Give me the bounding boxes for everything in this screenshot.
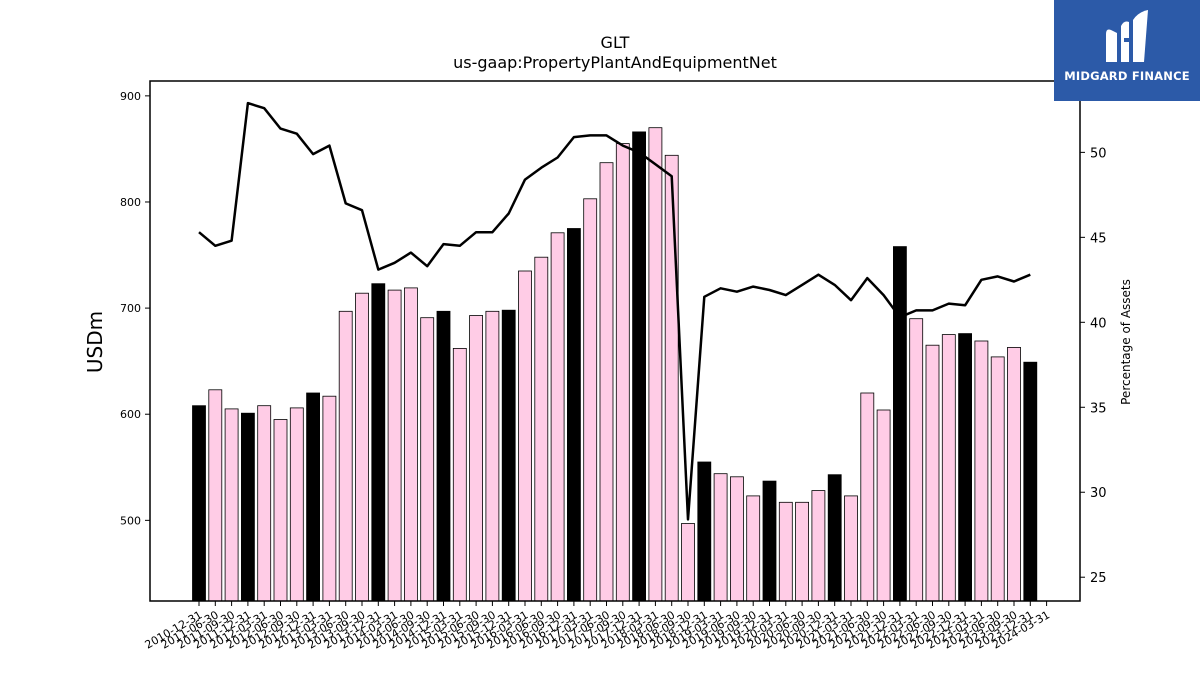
bar-2019-12-31	[778, 501, 793, 602]
bar-2010-12-31	[192, 405, 206, 602]
ticks: 5006007008009002530354045502010-12-31201…	[120, 90, 1107, 652]
bar-2011-12-31	[257, 405, 272, 602]
bar-2018-12-31	[713, 473, 728, 602]
bar-2014-03-31	[403, 287, 418, 602]
bar-2021-06-30	[876, 409, 891, 602]
bar-2020-06-30	[811, 490, 826, 602]
bar-2014-12-31	[452, 347, 467, 602]
y2-tick-label: 30	[1090, 486, 1107, 501]
bar-2019-06-30	[746, 495, 761, 602]
bar-2019-03-31	[730, 476, 744, 602]
chart-title: GLT	[600, 33, 630, 52]
bar-2013-03-31	[338, 310, 353, 602]
bar-2013-09-30	[371, 283, 386, 602]
y-tick-label: 600	[120, 408, 141, 421]
bar-2022-09-30	[958, 333, 972, 602]
bar-2015-03-31	[469, 315, 484, 602]
bar-2021-03-31	[860, 392, 875, 602]
bar-2017-03-31	[599, 162, 614, 602]
y2-tick-label: 25	[1090, 571, 1107, 586]
bar-2015-06-30	[485, 310, 500, 602]
bar-2016-06-30	[550, 232, 565, 602]
bar-2012-06-30	[289, 407, 304, 602]
bar-2011-06-30	[224, 408, 239, 602]
axes	[149, 80, 1081, 602]
bar-2022-06-30	[941, 334, 956, 602]
bar-2023-09-30	[1023, 361, 1038, 602]
plot-frame	[149, 80, 1081, 602]
line-series	[198, 101, 1031, 521]
bar-2011-03-31	[208, 389, 223, 602]
bar-2013-06-30	[355, 292, 369, 602]
y2-tick-label: 35	[1090, 401, 1107, 416]
y-tick-label: 900	[120, 90, 141, 103]
bar-2020-12-31	[844, 495, 858, 602]
y2-tick-label: 50	[1090, 146, 1107, 161]
y-tick-label: 700	[120, 302, 141, 315]
bar-series	[192, 127, 1038, 602]
bar-2018-06-30	[681, 523, 695, 602]
bar-2017-06-30	[615, 143, 630, 602]
bar-2020-03-31	[795, 501, 809, 602]
bar-2015-09-30	[501, 309, 516, 602]
bar-2015-12-31	[518, 270, 532, 602]
y2-tick-label: 45	[1090, 231, 1107, 246]
bar-2021-12-31	[909, 318, 924, 602]
bar-2014-06-30	[420, 317, 435, 602]
bar-2012-09-30	[306, 392, 321, 602]
bar-2017-09-30	[632, 131, 646, 602]
bar-2018-09-30	[697, 461, 712, 602]
chart-subtitle: us-gaap:PropertyPlantAndEquipmentNet	[453, 53, 777, 72]
bar-2022-03-31	[925, 344, 940, 602]
bar-2023-03-31	[990, 356, 1005, 602]
bar-2018-03-31	[664, 154, 679, 602]
bar-2019-09-30	[762, 480, 777, 602]
bar-2011-09-30	[240, 412, 255, 602]
bar-2016-03-31	[534, 256, 549, 602]
midgard-m-icon	[1106, 10, 1148, 62]
y-axis-label: USDm	[83, 311, 107, 373]
bar-2016-12-31	[583, 198, 598, 602]
y2-axis-label: Percentage of Assets	[1119, 279, 1133, 405]
bar-2021-09-30	[893, 246, 907, 602]
bar-2020-09-30	[827, 474, 842, 602]
y-tick-label: 800	[120, 196, 141, 209]
bar-2017-12-31	[648, 127, 663, 602]
brand-name: MIDGARD FINANCE	[1064, 69, 1190, 83]
brand-logo: MIDGARD FINANCE	[1054, 0, 1200, 101]
bar-2013-12-31	[387, 289, 402, 602]
bar-2016-09-30	[567, 228, 581, 602]
bar-2022-12-31	[974, 340, 989, 602]
y2-tick-label: 40	[1090, 316, 1107, 331]
bar-2023-06-30	[1007, 346, 1021, 602]
bar-2012-12-31	[322, 395, 337, 602]
bar-2012-03-31	[273, 419, 288, 602]
y-tick-label: 500	[120, 514, 141, 527]
percentage-line	[198, 101, 1031, 521]
bar-2014-09-30	[436, 310, 451, 602]
